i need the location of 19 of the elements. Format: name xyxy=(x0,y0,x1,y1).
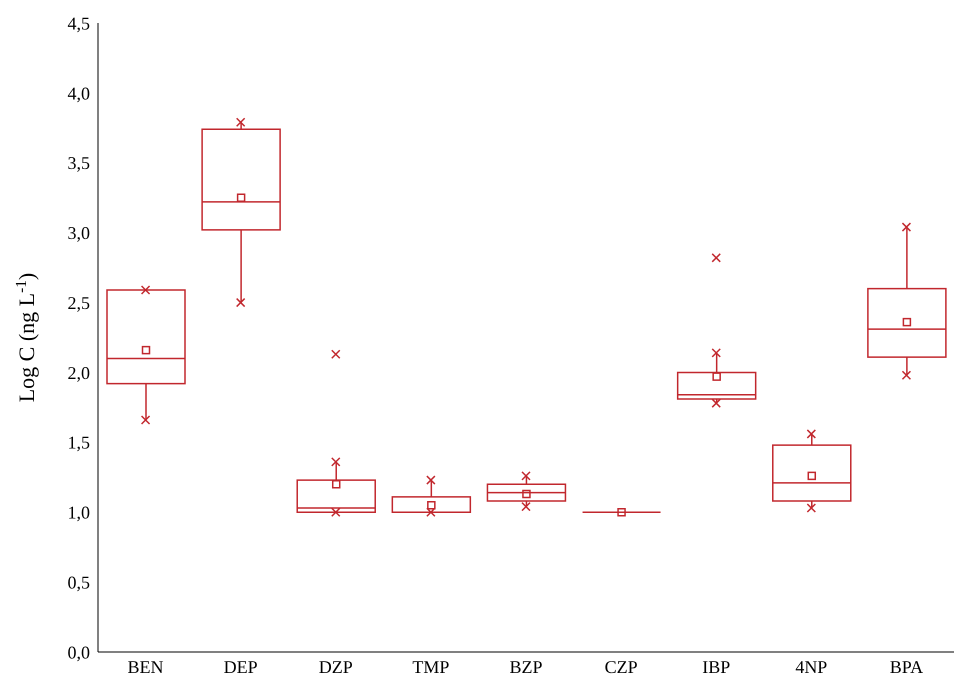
x-tick-label: BPA xyxy=(890,656,924,677)
x-tick-label: DEP xyxy=(224,656,258,677)
x-tick-label: DZP xyxy=(318,656,353,677)
y-tick-label: 0,0 xyxy=(68,642,90,662)
x-tick-label: 4NP xyxy=(795,656,828,677)
x-tick-label: BEN xyxy=(128,656,164,677)
y-tick-label: 3,5 xyxy=(68,153,90,174)
y-tick-label: 2,0 xyxy=(68,362,90,383)
x-tick-label: IBP xyxy=(702,656,730,677)
x-tick-label: BZP xyxy=(509,656,543,677)
x-tick-label: TMP xyxy=(412,656,450,677)
y-tick-label: 4,5 xyxy=(68,13,90,34)
y-tick-label: 1,0 xyxy=(68,502,90,523)
y-tick-label: 2,5 xyxy=(68,292,90,313)
y-tick-label: 3,0 xyxy=(68,223,90,244)
y-tick-label: 1,5 xyxy=(68,432,90,453)
y-tick-label: 4,0 xyxy=(68,83,90,104)
x-tick-label: CZP xyxy=(604,656,638,677)
y-tick-label: 0,5 xyxy=(68,572,90,592)
